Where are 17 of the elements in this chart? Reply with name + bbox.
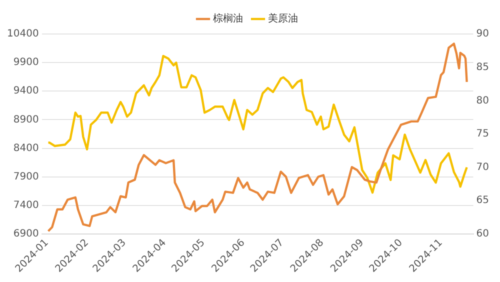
y2-tick-label: 85 [476, 62, 490, 73]
y-tick-label: 9400 [13, 86, 39, 97]
y-tick-label: 8900 [13, 114, 39, 126]
legend-label: 棕榈油 [213, 12, 243, 25]
y-tick-label: 7900 [13, 171, 39, 182]
legend-label: 美原油 [268, 12, 298, 25]
y-tick-label: 9900 [13, 57, 39, 68]
y-tick-label: 6900 [13, 228, 39, 240]
y2-tick-label: 80 [476, 95, 490, 106]
y2-tick-label: 60 [476, 228, 490, 240]
y2-tick-label: 90 [476, 28, 490, 40]
y2-tick-label: 65 [476, 195, 490, 206]
y-tick-label: 8400 [13, 142, 39, 154]
y2-tick-label: 70 [476, 162, 490, 173]
y-tick-label: 10400 [7, 28, 39, 40]
y2-tick-label: 75 [476, 128, 490, 140]
y-tick-label: 7400 [13, 200, 39, 211]
